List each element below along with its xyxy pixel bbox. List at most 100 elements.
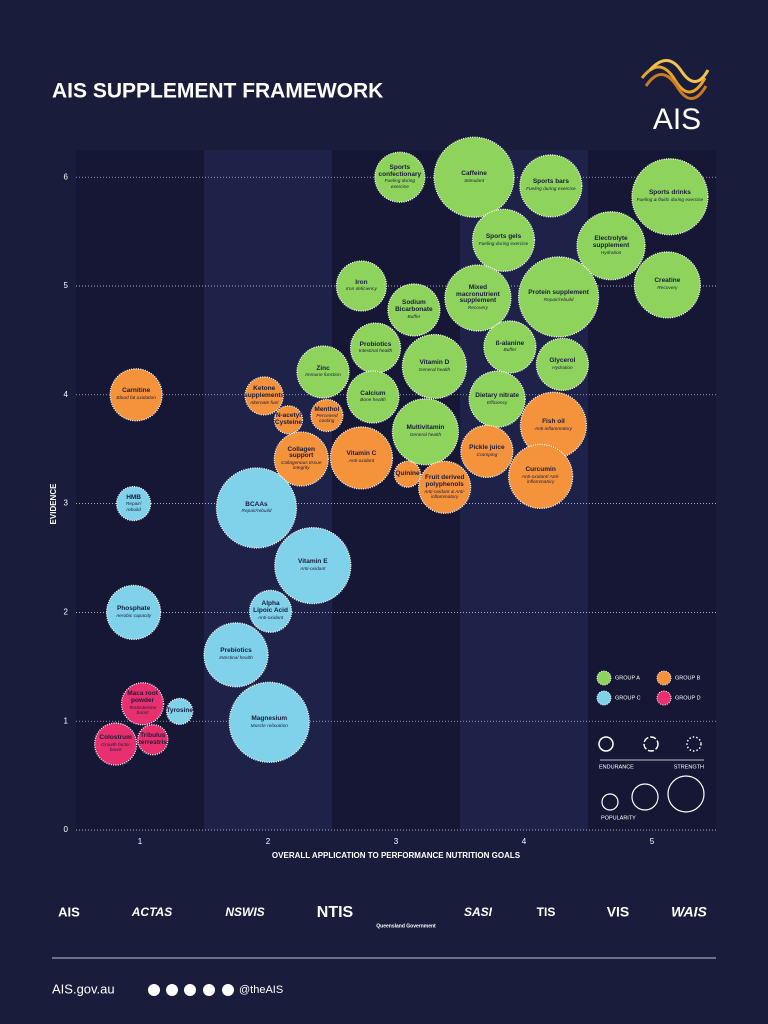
supplement-purpose: Intestinal health: [219, 656, 253, 662]
strength-swatch: [598, 736, 614, 752]
supplement-name: Calcium: [360, 389, 386, 397]
supplement-name: Tribulus terrestris: [138, 731, 167, 746]
bubble: [576, 211, 646, 281]
supplement-purpose: Aerobic capacity: [115, 613, 152, 619]
strength-swatch: [643, 736, 659, 752]
bubble-text: Electrolyte supplement Hydration: [577, 212, 645, 280]
bubble: [310, 398, 344, 433]
supplement-purpose: Buffer: [407, 314, 421, 320]
supplement-purpose: Anti-oxidant: [348, 459, 375, 465]
supplement-purpose: Anti-oxidant/ Anti-inflammatory: [521, 475, 560, 486]
bubble: [517, 256, 600, 338]
bubble: [296, 345, 350, 399]
legend-label: GROUP C: [615, 695, 641, 701]
supplement-purpose: Alternate fuel: [250, 400, 279, 406]
supplement-name: ß-alanine: [495, 339, 525, 347]
bubble-text: Carnitine Blood fat oxidation: [110, 369, 162, 421]
size-swatch: [667, 775, 705, 813]
bubble-text: Maca root powder Testosterone boost: [122, 683, 164, 725]
legend-label: GROUP B: [675, 675, 701, 681]
bubble-text: Menthol Perceived cooling: [311, 399, 343, 431]
bubble-text: Probiotics Intestinal health: [351, 323, 401, 373]
bubble: [519, 391, 588, 459]
y-tick-label: 0: [64, 825, 69, 834]
bubble: [393, 460, 422, 488]
bubble-text: Calcium Bone health: [347, 371, 399, 423]
bubble: [417, 460, 472, 514]
bubble-text: BCAAs Repair/rebuild: [216, 468, 296, 548]
supplement-name: Vitamin E: [298, 558, 328, 566]
bubble: [471, 208, 536, 272]
supplement-name: Tyrosine: [166, 707, 193, 714]
x-tick-label: 2: [266, 837, 271, 846]
bubble-text: Caffeine Stimulant: [434, 137, 514, 217]
bubble: [329, 426, 394, 490]
bubble-text: Phosphate Aerobic capacity: [107, 585, 161, 639]
bubble-text: Tribulus terrestris: [138, 725, 168, 755]
supplement-purpose: General health: [409, 433, 442, 439]
supplement-name: Vitamin D: [419, 359, 450, 367]
partner-logos: AIS ACTAS NSWIS NTIS Queensland Government SA…: [58, 904, 707, 930]
supplement-name: Quinine: [395, 469, 420, 477]
bubble: [120, 682, 165, 726]
x-tick-label: 4: [522, 837, 527, 846]
supplement-name: Phosphate: [116, 604, 151, 612]
supplement-purpose: Efficiency: [486, 400, 508, 406]
supplement-name: Prebiotics: [220, 647, 252, 655]
y-tick-label: 4: [64, 390, 69, 399]
bubble: [535, 337, 590, 391]
supplement-purpose: Fueling during exercise: [478, 241, 529, 247]
supplement-purpose: Recovery: [467, 306, 489, 312]
supplement-name: Maca root powder: [127, 690, 158, 705]
supplement-purpose: General health: [418, 367, 451, 373]
partner-logo: TIS: [537, 905, 556, 919]
supplement-purpose: Fueling during exercise: [384, 179, 416, 190]
bubble: [273, 405, 304, 435]
bubble: [273, 431, 329, 487]
legend-swatch: [656, 670, 672, 686]
bubble-text: Dietary nitrate Efficiency: [469, 371, 525, 427]
bubble: [109, 368, 163, 422]
supplement-purpose: Cramping: [476, 452, 498, 458]
supplement-name: Mixed macronutrient supplement: [456, 283, 500, 305]
bubble: [460, 424, 514, 479]
bubble: [94, 722, 138, 766]
supplement-name: Sports confectionary: [378, 163, 422, 178]
legend-label: GROUP A: [615, 675, 640, 681]
supplement-name: Zinc: [316, 364, 330, 372]
supplement-name: Creatine: [654, 277, 681, 285]
bubble: [401, 333, 468, 400]
bubble-text: Fruit derived polyphenols Anti-oxidant & …: [419, 461, 471, 513]
y-tick-label: 6: [64, 172, 69, 181]
bubble-text: Collagen support Collagenous tissue integ…: [274, 432, 328, 486]
legend-label: GROUP D: [675, 695, 701, 701]
bubble: [105, 584, 162, 641]
supplement-purpose: Stimulant: [464, 178, 485, 184]
bubble-text: Iron Iron deficiency: [336, 261, 386, 311]
bubble-text: Zinc Immune function: [297, 346, 349, 398]
supplement-purpose: Hydration: [600, 250, 622, 256]
bubble-text: ß-alanine Buffer: [484, 321, 536, 373]
legend-swatch: [596, 690, 612, 706]
bubble: [215, 467, 298, 549]
y-axis-title: EVIDENCE: [49, 483, 58, 525]
bubble: [444, 264, 512, 332]
supplement-name: Carnitine: [122, 387, 151, 395]
supplement-name: Glycerol: [549, 356, 576, 364]
bubble-label: Tribulus terrestris: [138, 725, 168, 755]
bubble-text: Glycerol Hydration: [536, 338, 588, 390]
bubble: [433, 136, 515, 218]
x-tick-label: 3: [394, 837, 399, 846]
